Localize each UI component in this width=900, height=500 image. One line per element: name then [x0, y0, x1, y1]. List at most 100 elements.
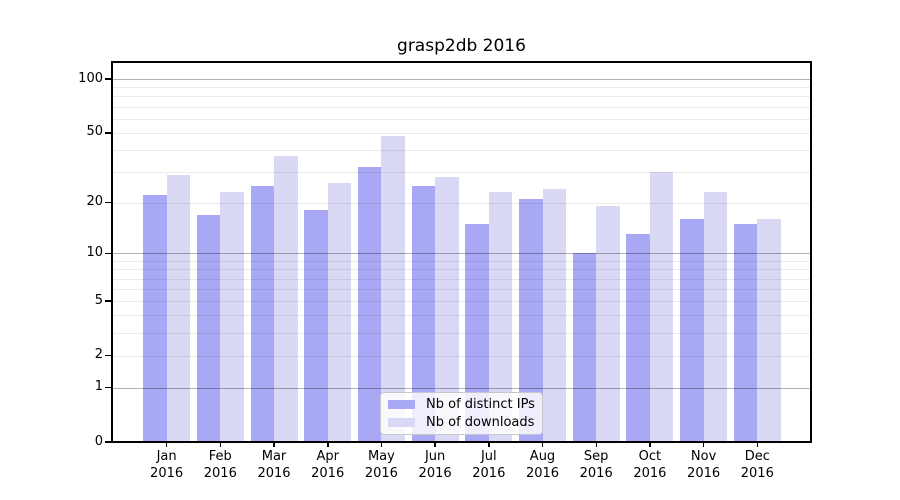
bar-distinct-ips-oct	[626, 234, 650, 442]
y-tick-mark-0	[105, 441, 111, 443]
x-tick-mark-jul	[488, 442, 490, 447]
y-tick-label-100: 100	[78, 70, 103, 86]
x-tick-mark-jan	[165, 442, 168, 447]
x-tick-mark-sep	[595, 442, 597, 447]
gridline-minor-70	[112, 106, 811, 108]
y-tick-mark-1	[105, 386, 111, 389]
x-tick-year-jan: 2016	[150, 466, 184, 481]
x-tick-label-mar: Mar 2016	[242, 448, 306, 482]
bar-downloads-jan	[166, 174, 191, 442]
x-tick-label-aug: Aug 2016	[511, 448, 575, 482]
y-axis-spine-left	[111, 61, 113, 443]
x-tick-mark-jun	[434, 442, 436, 447]
legend-label-distinct-ips: Nb of distinct IPs	[426, 397, 535, 412]
bar-downloads-apr	[327, 182, 352, 442]
y-tick-label-20: 20	[86, 194, 103, 209]
axis-spine-right	[810, 61, 812, 443]
x-tick-label-oct: Oct 2016	[618, 448, 682, 482]
y-tick-label-2: 2	[94, 347, 103, 363]
legend-entry-distinct-ips: Nb of distinct IPs	[388, 397, 535, 412]
x-tick-year-aug: 2016	[525, 466, 560, 481]
x-tick-month-apr: Apr	[316, 449, 339, 464]
bar-distinct-ips-mar	[250, 185, 274, 442]
bar-distinct-ips-aug	[519, 198, 543, 442]
bar-downloads-mar	[274, 155, 298, 442]
gridline-minor-8	[112, 269, 811, 271]
gridline-minor-40	[112, 149, 811, 151]
x-tick-year-oct: 2016	[633, 466, 667, 481]
legend-swatch-distinct-ips	[388, 400, 415, 409]
x-tick-year-feb: 2016	[203, 466, 237, 481]
x-tick-year-mar: 2016	[257, 466, 291, 481]
bar-downloads-dec	[757, 219, 781, 442]
gridline-major-10	[112, 253, 811, 255]
y-tick-label-0: 0	[94, 433, 103, 449]
legend: Nb of distinct IPs Nb of downloads	[380, 392, 543, 435]
y-tick-label-50: 50	[86, 124, 103, 140]
gridline-minor-4	[112, 315, 811, 317]
bar-distinct-ips-nov	[680, 219, 704, 442]
bar-downloads-nov	[703, 192, 728, 442]
bar-distinct-ips-jul	[465, 223, 489, 442]
y-tick-label-1: 1	[94, 379, 103, 394]
x-tick-mark-feb	[219, 442, 222, 447]
y-tick-mark-10	[105, 252, 111, 255]
x-tick-mark-mar	[273, 442, 275, 447]
y-tick-mark-50	[105, 132, 111, 134]
bar-distinct-ips-feb	[196, 214, 221, 442]
bar-downloads-sep	[596, 206, 620, 442]
x-tick-label-jun: Jun 2016	[403, 448, 467, 482]
x-tick-year-jul: 2016	[472, 466, 506, 481]
x-tick-month-sep: Sep	[583, 449, 609, 464]
x-tick-month-feb: Feb	[208, 449, 232, 464]
x-tick-year-jun: 2016	[418, 466, 452, 481]
gridline-minor-20	[112, 202, 811, 204]
y-tick-mark-20	[105, 201, 111, 204]
legend-swatch-downloads	[388, 418, 415, 427]
bar-distinct-ips-may	[357, 167, 382, 442]
gridline-minor-90	[112, 87, 811, 89]
chart-title: grasp2db 2016	[397, 36, 526, 56]
gridline-minor-7	[112, 278, 811, 280]
gridline-minor-5	[112, 301, 811, 303]
gridline-minor-9	[112, 260, 811, 262]
x-tick-mark-aug	[541, 442, 544, 447]
bar-downloads-jun	[435, 177, 459, 442]
x-tick-month-nov: Nov	[690, 449, 717, 464]
y-tick-label-10: 10	[86, 244, 103, 260]
x-tick-year-apr: 2016	[311, 466, 345, 481]
bar-distinct-ips-sep	[572, 253, 597, 442]
x-tick-month-jul: Jul	[480, 449, 497, 464]
x-tick-year-nov: 2016	[687, 466, 721, 481]
gridline-minor-30	[112, 171, 811, 173]
x-tick-month-oct: Oct	[638, 449, 662, 464]
bar-downloads-aug	[542, 188, 566, 442]
gridline-minor-80	[112, 96, 811, 98]
x-tick-month-may: May	[367, 449, 395, 464]
y-tick-mark-2	[105, 354, 111, 357]
legend-label-downloads: Nb of downloads	[426, 415, 535, 430]
x-axis-spine-bottom	[111, 441, 812, 443]
gridline-major-1	[112, 387, 811, 389]
bar-downloads-jul	[488, 192, 513, 442]
x-tick-mark-nov	[702, 442, 705, 447]
x-tick-label-jan: Jan 2016	[135, 448, 199, 482]
gridline-minor-2	[112, 355, 811, 357]
y-tick-mark-5	[105, 300, 111, 302]
x-tick-month-mar: Mar	[261, 449, 287, 464]
x-tick-label-sep: Sep 2016	[564, 448, 628, 482]
x-tick-mark-oct	[649, 442, 651, 447]
x-tick-mark-dec	[756, 442, 759, 447]
legend-entry-downloads: Nb of downloads	[388, 415, 535, 430]
gridline-minor-50	[112, 132, 811, 134]
x-tick-label-dec: Dec 2016	[725, 448, 789, 482]
bar-downloads-oct	[649, 171, 674, 442]
bar-distinct-ips-jun	[411, 185, 436, 442]
gridline-minor-6	[112, 289, 811, 290]
plot-area: Nb of distinct IPs Nb of downloads	[112, 62, 811, 442]
x-tick-mark-may	[380, 442, 383, 447]
x-tick-label-jul: Jul 2016	[457, 448, 521, 482]
x-tick-label-apr: Apr 2016	[296, 448, 360, 482]
bar-downloads-feb	[220, 192, 244, 442]
